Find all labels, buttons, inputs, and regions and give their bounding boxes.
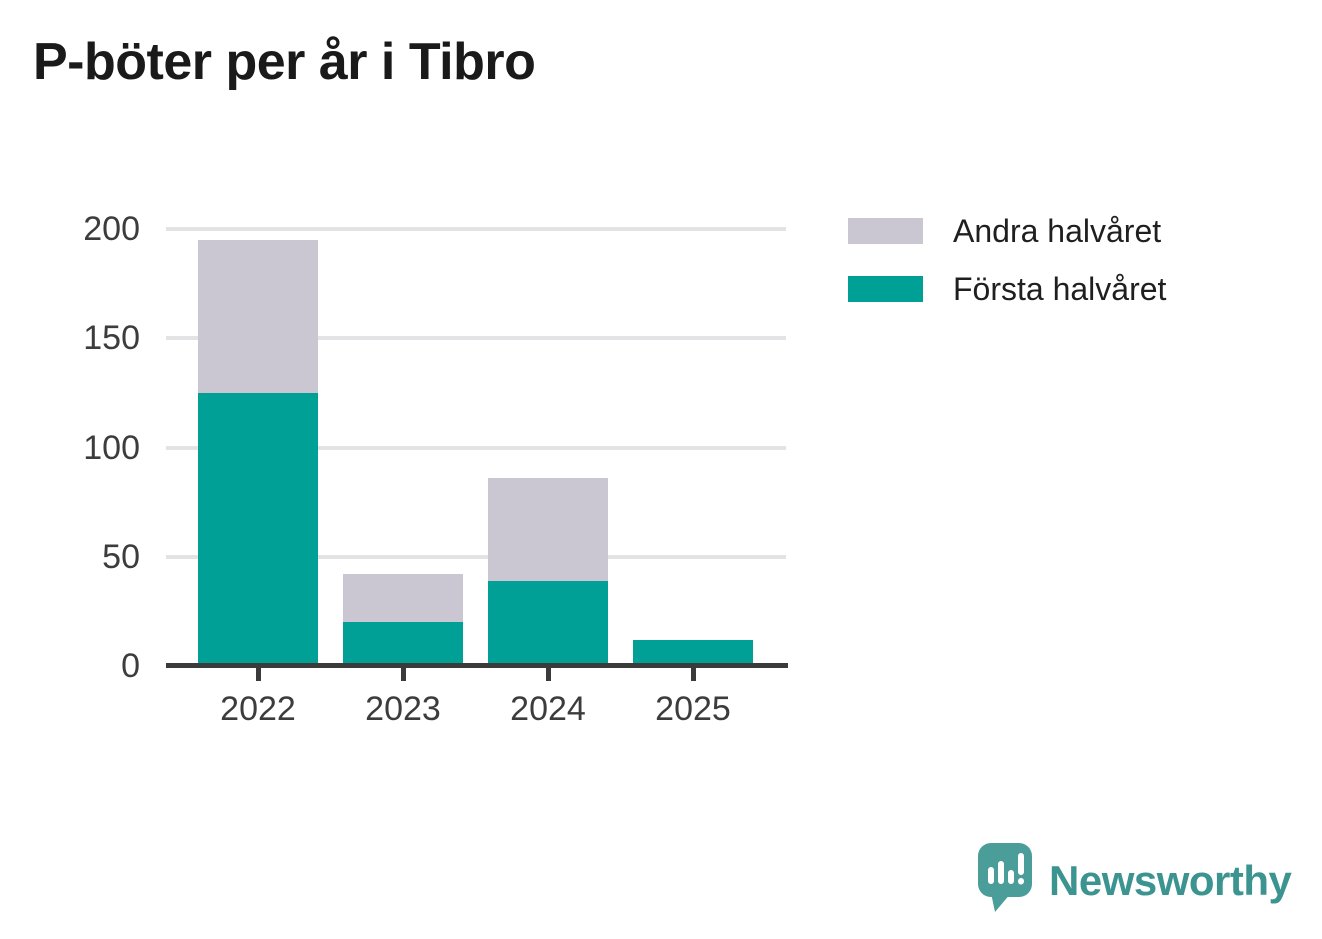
- bar-2023-second-half: [343, 574, 463, 623]
- brand-footer: Newsworthy: [978, 843, 1292, 919]
- gridline-50: [166, 554, 786, 559]
- legend-label: Första halvåret: [953, 271, 1167, 307]
- bar-2025-first-half: [633, 639, 753, 666]
- bar-2024-first-half: [488, 580, 608, 666]
- x-tick-label-2022: 2022: [220, 690, 296, 728]
- x-axis-line: [166, 663, 788, 668]
- x-tick-2025: [691, 668, 696, 681]
- newsworthy-logo-icon: [978, 843, 1032, 919]
- bar-2023-first-half: [343, 622, 463, 666]
- y-tick-label-100: 100: [83, 428, 140, 467]
- gridline-200: [166, 227, 786, 231]
- x-tick-2023: [401, 668, 406, 681]
- legend-swatch: [848, 218, 923, 244]
- brand-name: Newsworthy: [1049, 857, 1292, 904]
- gridline-100: [166, 445, 786, 450]
- y-tick-label-50: 50: [102, 537, 140, 576]
- legend-label: Andra halvåret: [953, 213, 1162, 249]
- y-tick-label-0: 0: [121, 647, 140, 685]
- legend-item-second-half: Andra halvåret: [848, 212, 1166, 250]
- legend: Andra halvåret Första halvåret: [848, 212, 1166, 308]
- legend-swatch: [848, 276, 923, 302]
- x-tick-2024: [546, 668, 551, 681]
- y-tick-label-200: 200: [83, 210, 140, 248]
- x-tick-label-2024: 2024: [510, 690, 586, 728]
- x-tick-label-2023: 2023: [365, 690, 441, 728]
- bar-2024-second-half: [488, 478, 608, 581]
- y-tick-label-150: 150: [83, 319, 140, 358]
- x-tick-2022: [256, 668, 261, 681]
- chart-title: P-böter per år i Tibro: [33, 33, 536, 91]
- bar-2022-first-half: [198, 392, 318, 666]
- x-tick-label-2025: 2025: [655, 690, 731, 728]
- legend-item-first-half: Första halvåret: [848, 270, 1166, 308]
- bar-2022-second-half: [198, 239, 318, 393]
- gridline-150: [166, 336, 786, 341]
